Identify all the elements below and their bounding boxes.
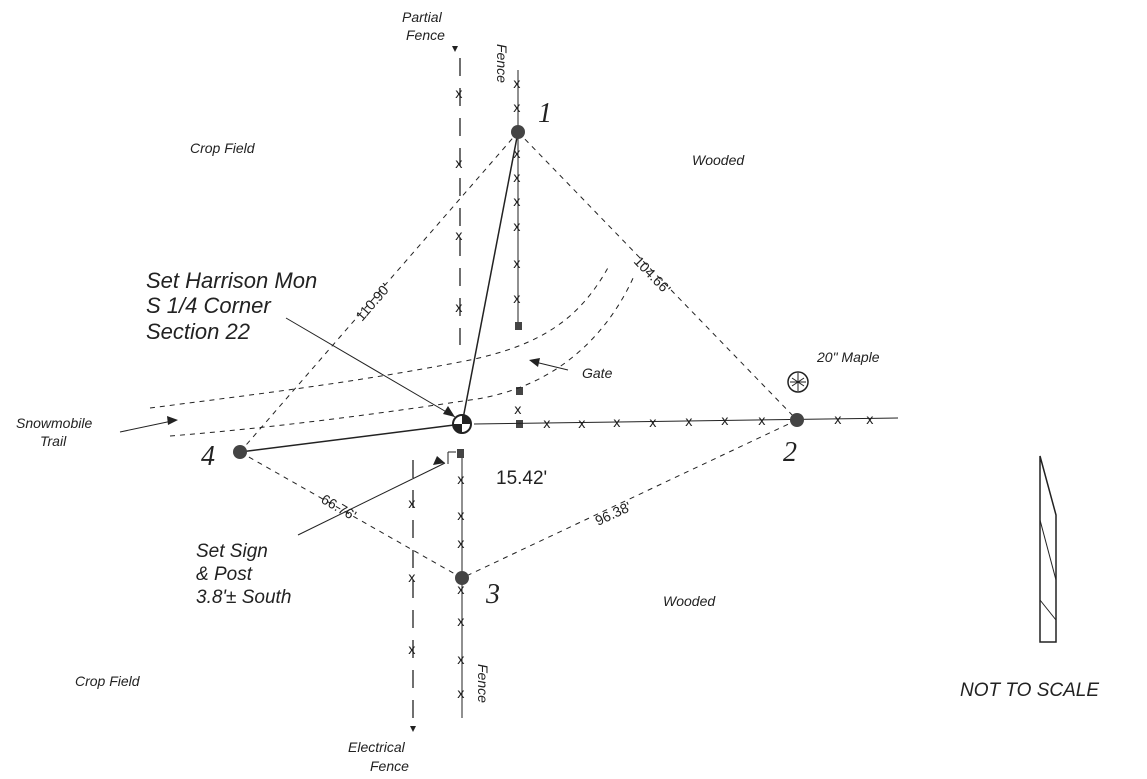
svg-text:x: x bbox=[457, 615, 465, 630]
wooded-top-label: Wooded bbox=[692, 152, 745, 168]
electrical-fence-label-1: Electrical bbox=[348, 739, 406, 755]
crop-field-top-label: Crop Field bbox=[190, 140, 256, 156]
survey-points bbox=[233, 125, 809, 585]
distance-66-76: 66.76' bbox=[319, 491, 360, 524]
svg-text:x: x bbox=[457, 473, 465, 488]
svg-text:x: x bbox=[455, 87, 463, 102]
svg-text:x: x bbox=[513, 220, 521, 235]
electrical-fence-line: x x x bbox=[408, 460, 416, 732]
monument-label-1: Set Harrison Mon bbox=[146, 268, 317, 293]
point-3-marker bbox=[455, 571, 469, 585]
snowmobile-trail-label-2: Trail bbox=[40, 433, 67, 449]
svg-text:x: x bbox=[513, 101, 521, 116]
survey-ties bbox=[239, 131, 798, 579]
point-4-marker bbox=[233, 445, 247, 459]
distance-104-66: 104.66' bbox=[631, 253, 674, 297]
fence-top-label: Fence bbox=[494, 44, 510, 83]
partial-fence-line: x x x x bbox=[452, 46, 463, 345]
svg-text:x: x bbox=[543, 417, 551, 432]
svg-text:x: x bbox=[457, 509, 465, 524]
svg-text:x: x bbox=[513, 292, 521, 307]
svg-text:x: x bbox=[408, 643, 416, 658]
fence-bottom-line: x x x x x x x bbox=[457, 449, 465, 718]
svg-text:x: x bbox=[758, 414, 766, 429]
fence-bottom-label: Fence bbox=[475, 664, 491, 703]
monument-label-2: S 1/4 Corner bbox=[146, 293, 272, 318]
svg-text:x: x bbox=[455, 229, 463, 244]
not-to-scale-label: NOT TO SCALE bbox=[960, 680, 1099, 701]
point-3-label: 3 bbox=[485, 579, 500, 610]
svg-text:x: x bbox=[721, 414, 729, 429]
point-1-label: 1 bbox=[538, 98, 552, 129]
svg-text:x: x bbox=[455, 301, 463, 316]
maple-label: 20" Maple bbox=[816, 349, 880, 365]
distance-96-38: 96.38' bbox=[593, 498, 634, 528]
partial-fence-label-2: Fence bbox=[406, 27, 445, 43]
svg-text:x: x bbox=[408, 571, 416, 586]
distance-15-42: 15.42' bbox=[496, 468, 547, 489]
svg-text:x: x bbox=[513, 195, 521, 210]
svg-text:x: x bbox=[513, 257, 521, 272]
distance-110-90: 110.90' bbox=[352, 280, 393, 324]
sign-post-label-3: 3.8'± South bbox=[196, 587, 291, 608]
north-arrow-icon bbox=[1039, 455, 1057, 643]
svg-text:x: x bbox=[457, 687, 465, 702]
svg-text:x: x bbox=[685, 415, 693, 430]
svg-text:x: x bbox=[613, 416, 621, 431]
monument-label-3: Section 22 bbox=[146, 319, 250, 344]
svg-text:x: x bbox=[834, 413, 842, 428]
svg-text:x: x bbox=[408, 497, 416, 512]
leader-arrows bbox=[119, 317, 569, 536]
svg-text:x: x bbox=[513, 147, 521, 162]
sign-post-label-1: Set Sign bbox=[196, 541, 268, 562]
point-2-label: 2 bbox=[783, 437, 797, 468]
svg-text:x: x bbox=[513, 77, 521, 92]
point-4-label: 4 bbox=[201, 441, 215, 472]
svg-text:x: x bbox=[457, 537, 465, 552]
wooded-bottom-label: Wooded bbox=[663, 593, 716, 609]
monument-ties bbox=[239, 131, 519, 453]
sign-post-label-2: & Post bbox=[196, 564, 253, 585]
point-1-marker bbox=[511, 125, 525, 139]
svg-text:x: x bbox=[514, 403, 522, 418]
gate-label: Gate bbox=[582, 365, 613, 381]
svg-text:x: x bbox=[457, 653, 465, 668]
gate-posts: x bbox=[514, 387, 523, 428]
fence-east-line: x x x x x x x x x bbox=[473, 413, 899, 432]
point-2-marker bbox=[790, 413, 804, 427]
svg-text:x: x bbox=[455, 157, 463, 172]
svg-text:x: x bbox=[649, 416, 657, 431]
monument-symbol bbox=[452, 414, 472, 434]
electrical-fence-label-2: Fence bbox=[370, 758, 409, 774]
crop-field-bottom-label: Crop Field bbox=[75, 673, 141, 689]
partial-fence-label-1: Partial bbox=[402, 9, 443, 25]
fence-top-line: x x x x x x x x bbox=[513, 70, 522, 330]
svg-text:x: x bbox=[578, 417, 586, 432]
snowmobile-trail-label-1: Snowmobile bbox=[16, 415, 92, 431]
svg-text:x: x bbox=[457, 583, 465, 598]
maple-tree-icon bbox=[787, 371, 809, 393]
svg-text:x: x bbox=[513, 171, 521, 186]
snowmobile-trail-lines bbox=[149, 263, 635, 437]
svg-text:x: x bbox=[866, 413, 874, 428]
